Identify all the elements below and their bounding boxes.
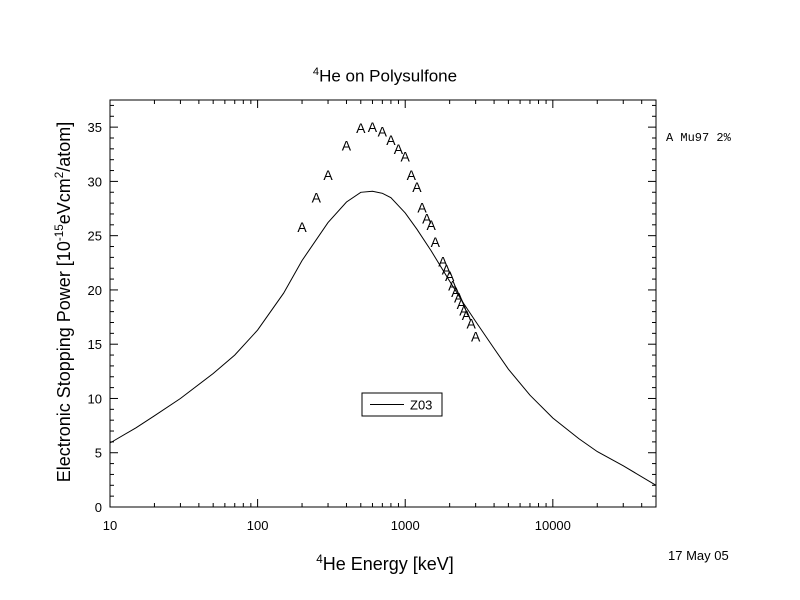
data-point-mu97: A	[431, 234, 441, 250]
chart-title: 4He on Polysulfone	[0, 66, 770, 87]
y-axis-label-part-3: /atom]	[54, 121, 74, 172]
y-tick-label: 5	[95, 446, 102, 461]
x-axis-label: 4He Energy [keV]	[0, 553, 770, 575]
data-point-mu97: A	[407, 167, 417, 183]
y-axis-label-part-1: Electronic Stopping Power [10	[54, 241, 74, 483]
y-tick-label: 30	[88, 174, 102, 189]
data-point-mu97: A	[356, 120, 366, 136]
x-tick-label: 10000	[535, 518, 571, 533]
y-axis-label: Electronic Stopping Power [10-15eVcm2/at…	[53, 122, 75, 483]
data-point-mu97: A	[378, 123, 388, 139]
data-point-mu97: A	[467, 316, 477, 332]
data-point-mu97: A	[412, 179, 422, 195]
data-point-mu97: A	[442, 261, 452, 277]
data-point-mu97: A	[386, 132, 396, 148]
data-point-mu97: A	[368, 119, 378, 135]
x-axis-label-superscript: 4	[316, 553, 323, 566]
data-point-mu97: A	[448, 278, 458, 294]
data-point-mu97: A	[297, 219, 307, 235]
data-point-mu97: A	[394, 141, 404, 157]
data-point-mu97: A	[454, 290, 464, 306]
title-superscript: 4	[312, 66, 320, 78]
data-point-mu97: A	[438, 254, 448, 270]
data-point-mu97: A	[342, 138, 352, 154]
inset-legend: Z03	[361, 392, 443, 417]
y-axis-label-exponent: -15	[53, 224, 66, 242]
reference-legend: A Mu97 2%	[666, 131, 731, 145]
y-tick-label: 20	[88, 283, 102, 298]
plot-frame	[109, 99, 657, 508]
y-axis-label-square: 2	[53, 171, 66, 179]
data-point-mu97: A	[471, 329, 481, 345]
y-tick-label: 25	[88, 229, 102, 244]
data-point-mu97: A	[401, 148, 411, 164]
legend-label: Z03	[410, 398, 432, 413]
y-tick-label: 15	[88, 337, 102, 352]
y-axis-label-part-2: eVcm	[54, 178, 74, 225]
data-point-mu97: A	[445, 268, 455, 284]
title-text: He on Polysulfone	[319, 66, 458, 86]
data-point-mu97: A	[422, 210, 432, 226]
data-point-mu97: A	[451, 284, 461, 300]
data-point-mu97: A	[457, 296, 467, 312]
axes: 10 100 1000 10000 0 5 10 15 20 25 30 35	[88, 99, 657, 533]
x-axis-label-text: He Energy [keV]	[322, 554, 454, 574]
data-point-mu97: A	[459, 303, 469, 319]
data-point-mu97: A	[427, 217, 437, 233]
x-tick-label: 10	[103, 518, 117, 533]
data-point-mu97: A	[462, 307, 472, 323]
x-tick-label: 100	[247, 518, 269, 533]
data-point-mu97: A	[312, 190, 322, 206]
y-tick-label: 10	[88, 391, 102, 406]
x-tick-label: 1000	[391, 518, 420, 533]
series-line-z03	[109, 190, 657, 486]
y-tick-label: 0	[95, 500, 102, 515]
date-stamp: 17 May 05	[668, 548, 729, 563]
data-point-mu97: A	[417, 199, 427, 215]
data-point-mu97: A	[323, 167, 333, 183]
y-tick-label: 35	[88, 120, 102, 135]
